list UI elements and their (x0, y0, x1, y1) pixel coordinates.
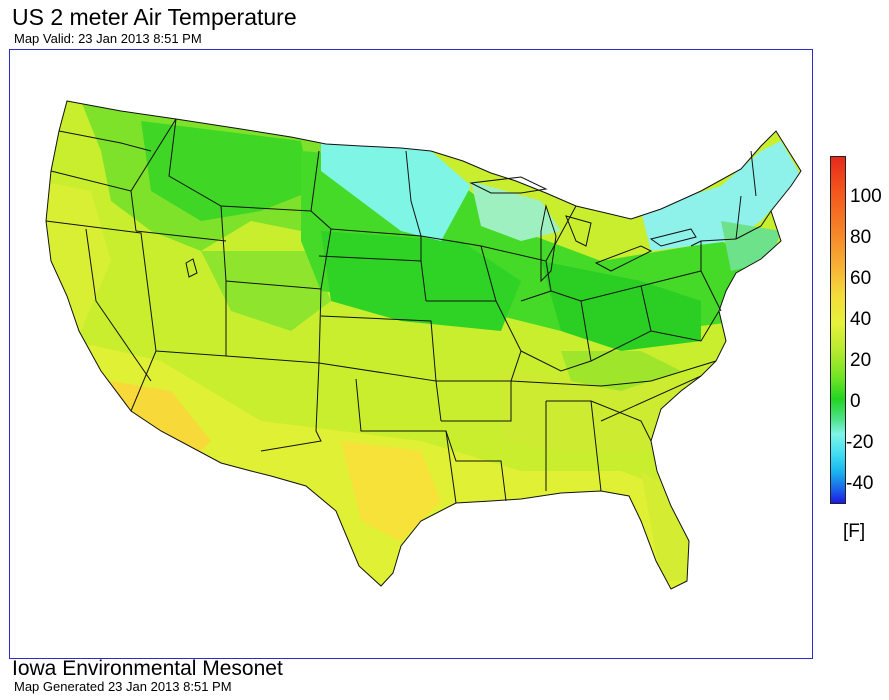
map-title: US 2 meter Air Temperature (12, 4, 297, 30)
scale-tick-minus-40: -40 (846, 473, 874, 494)
scale-tick-80: 80 (850, 227, 872, 248)
temperature-field (46, 101, 801, 589)
scale-tick-40: 40 (850, 309, 872, 330)
map-panel[interactable] (9, 49, 813, 659)
scale-unit-label: [F] (843, 521, 866, 542)
source-organization: Iowa Environmental Mesonet (12, 657, 283, 680)
temperature-color-scale (830, 156, 846, 504)
us-temperature-map (45, 100, 802, 590)
scale-tick-100: 100 (850, 186, 882, 207)
state-boundaries (45, 100, 802, 590)
map-generated-time: Map Generated 23 Jan 2013 8:51 PM (14, 679, 232, 694)
scale-tick-20: 20 (850, 350, 872, 371)
great-lakes-outline (185, 176, 697, 283)
scale-tick-minus-20: -20 (846, 432, 874, 453)
map-valid-time: Map Valid: 23 Jan 2013 8:51 PM (14, 31, 202, 46)
scale-tick-0: 0 (850, 391, 861, 412)
scale-tick-60: 60 (850, 268, 872, 289)
